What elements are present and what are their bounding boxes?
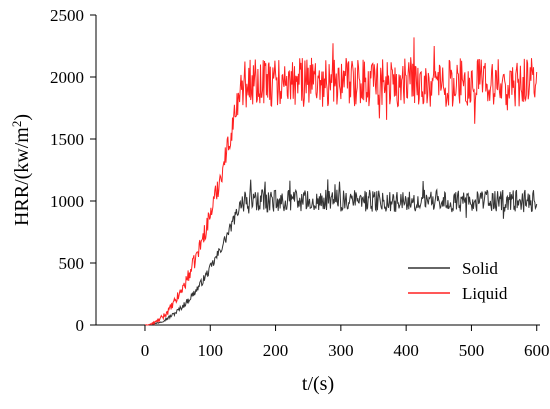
x-tick-label: 600: [524, 341, 550, 360]
legend-label-liquid: Liquid: [462, 284, 508, 303]
x-ticks: 0 100 200 300 400 500 600: [141, 325, 550, 360]
y-tick-label: 1000: [50, 192, 84, 211]
y-ticks: 0 500 1000 1500 2000 2500: [50, 6, 96, 335]
series-line-liquid: [144, 37, 538, 326]
x-tick-label: 500: [459, 341, 485, 360]
series-line-solid: [145, 179, 538, 326]
y-tick-label: 2500: [50, 6, 84, 25]
y-tick-label: 1500: [50, 130, 84, 149]
x-tick-label: 100: [198, 341, 224, 360]
y-axis-label-main: HRR/(kw/m: [11, 127, 33, 226]
y-tick-label: 0: [76, 316, 85, 335]
y-axis-label: HRR/(kw/m2): [9, 114, 33, 226]
x-tick-label: 0: [141, 341, 150, 360]
x-axis-label: t/(s): [302, 373, 334, 395]
x-tick-label: 200: [263, 341, 289, 360]
plot-area: [95, 15, 540, 326]
x-tick-label: 300: [328, 341, 354, 360]
series-group: [144, 37, 538, 326]
y-tick-label: 500: [59, 254, 85, 273]
y-tick-label: 2000: [50, 68, 84, 87]
x-tick-label: 400: [393, 341, 419, 360]
y-axis-label-close: ): [11, 114, 33, 121]
legend-label-solid: Solid: [462, 259, 498, 278]
y-axis-label-superscript: 2: [9, 121, 24, 128]
legend: Solid Liquid: [408, 259, 508, 303]
